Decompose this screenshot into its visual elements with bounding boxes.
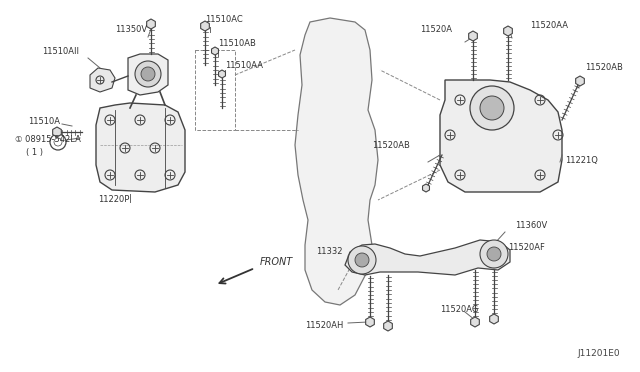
Circle shape [141, 67, 155, 81]
Text: 11350V: 11350V [115, 26, 147, 35]
Polygon shape [52, 127, 61, 137]
Text: 11520AF: 11520AF [508, 244, 545, 253]
Text: ① 08915-542LA: ① 08915-542LA [15, 135, 81, 144]
Polygon shape [128, 54, 168, 95]
Text: 11520A: 11520A [420, 26, 452, 35]
Text: 11520AG: 11520AG [440, 305, 478, 314]
Circle shape [480, 240, 508, 268]
Polygon shape [212, 47, 218, 55]
Polygon shape [575, 76, 584, 86]
Polygon shape [470, 317, 479, 327]
Polygon shape [440, 80, 562, 192]
Text: 11332: 11332 [316, 247, 342, 257]
Circle shape [135, 61, 161, 87]
Text: ( 1 ): ( 1 ) [26, 148, 43, 157]
Polygon shape [201, 21, 209, 31]
Polygon shape [490, 314, 499, 324]
Polygon shape [422, 184, 429, 192]
Text: 11360V: 11360V [515, 221, 547, 230]
Text: J11201E0: J11201E0 [577, 349, 620, 358]
Text: 11510A: 11510A [28, 118, 60, 126]
Text: 11520AH: 11520AH [305, 321, 344, 330]
Circle shape [355, 253, 369, 267]
Bar [195, 50, 235, 130]
Circle shape [487, 247, 501, 261]
Text: 11221Q: 11221Q [565, 155, 598, 164]
Polygon shape [504, 26, 513, 36]
Polygon shape [218, 70, 225, 78]
Text: 11220P: 11220P [98, 196, 129, 205]
Polygon shape [383, 321, 392, 331]
Text: 11510AB: 11510AB [218, 39, 256, 48]
Polygon shape [295, 18, 378, 305]
Text: 11520AB: 11520AB [372, 141, 410, 150]
Circle shape [470, 86, 514, 130]
Polygon shape [468, 31, 477, 41]
Polygon shape [96, 103, 185, 192]
Polygon shape [345, 240, 510, 275]
Circle shape [348, 246, 376, 274]
Text: 11510AC: 11510AC [205, 16, 243, 25]
Polygon shape [90, 68, 115, 92]
Text: 11520AB: 11520AB [585, 64, 623, 73]
Circle shape [480, 96, 504, 120]
Text: FRONT: FRONT [260, 257, 293, 267]
Text: 11520AA: 11520AA [530, 20, 568, 29]
Polygon shape [365, 317, 374, 327]
Text: 11510AII: 11510AII [42, 48, 79, 57]
Text: 11510AA: 11510AA [225, 61, 263, 70]
Polygon shape [147, 19, 156, 29]
